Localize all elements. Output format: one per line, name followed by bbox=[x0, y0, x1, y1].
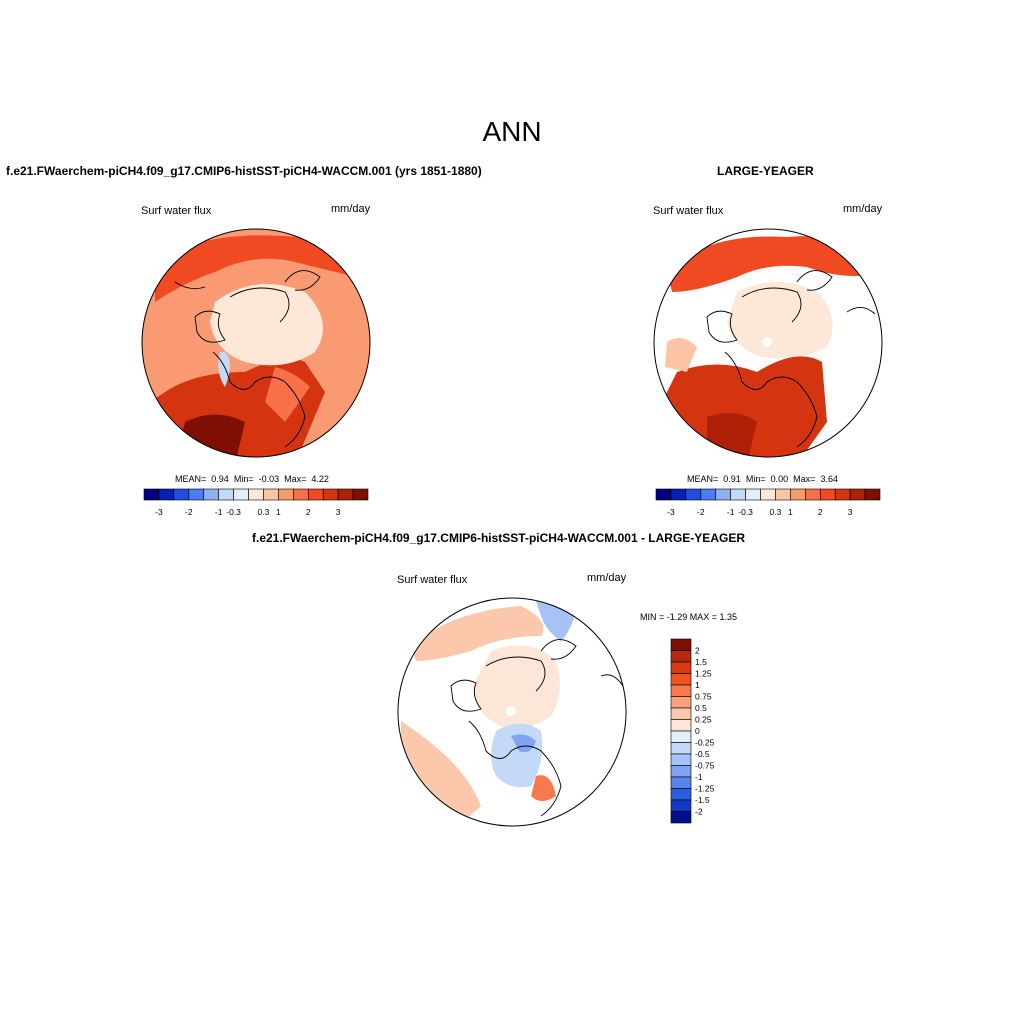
colorbar-tick-label: 3 bbox=[336, 507, 341, 517]
colorbar-box bbox=[143, 488, 160, 501]
colorbar-box bbox=[322, 488, 339, 501]
colorbar-box bbox=[760, 488, 776, 501]
colorbar-tick-label: -2 bbox=[697, 507, 705, 517]
colorbar-tick-label: 3 bbox=[848, 507, 853, 517]
colorbar-box bbox=[352, 488, 369, 501]
panel-2-stats: MEAN= 0.91 Min= 0.00 Max= 3.64 bbox=[687, 474, 838, 484]
diff-map bbox=[397, 597, 627, 827]
colorbar-tick-label: -1 bbox=[215, 507, 223, 517]
colorbar-tick-label: -0.3 bbox=[738, 507, 753, 517]
panel-1-variable: Surf water flux bbox=[141, 205, 212, 217]
colorbar-box bbox=[670, 673, 692, 686]
colorbar-tick-label: 0.3 bbox=[258, 507, 270, 517]
colorbar-box bbox=[218, 488, 234, 501]
panel-1-case-title: f.e21.FWaerchem-piCH4.f09_g17.CMIP6-hist… bbox=[6, 164, 482, 178]
colorbar-box bbox=[775, 488, 791, 501]
colorbar-box bbox=[670, 811, 692, 824]
colorbar-box bbox=[173, 488, 190, 501]
colorbar-box bbox=[730, 488, 746, 501]
panel-2-units: mm/day bbox=[843, 203, 883, 215]
colorbar-box bbox=[670, 650, 692, 663]
colorbar-box bbox=[700, 488, 717, 501]
colorbar-box bbox=[670, 707, 692, 720]
colorbar-box bbox=[670, 742, 692, 755]
colorbar-tick-label: 2 bbox=[818, 507, 823, 517]
panel-1-units: mm/day bbox=[331, 203, 371, 215]
colorbar-box bbox=[670, 684, 692, 697]
colorbar-tick-label: 1 bbox=[695, 680, 700, 690]
colorbar-tick-label: 0.5 bbox=[695, 703, 707, 713]
colorbar-tick-label: 0 bbox=[695, 726, 700, 736]
colorbar-tick-label: -1 bbox=[727, 507, 735, 517]
colorbar-tick-label: -2 bbox=[185, 507, 193, 517]
colorbar-box bbox=[864, 488, 881, 501]
colorbar-box bbox=[670, 730, 692, 743]
colorbar-box bbox=[203, 488, 219, 501]
colorbar-box bbox=[834, 488, 851, 501]
colorbar-box bbox=[670, 638, 692, 651]
panel-2-map bbox=[653, 228, 883, 458]
diff-units: mm/day bbox=[587, 572, 627, 584]
colorbar-box bbox=[158, 488, 175, 501]
colorbar-tick-label: 1 bbox=[276, 507, 281, 517]
colorbar-box bbox=[805, 488, 821, 501]
colorbar-box bbox=[849, 488, 866, 501]
colorbar-tick-label: -3 bbox=[667, 507, 675, 517]
colorbar-box bbox=[233, 488, 249, 501]
colorbar-tick-label: 0.75 bbox=[695, 692, 712, 702]
colorbar-tick-label: -2 bbox=[695, 807, 703, 817]
colorbar-tick-label: -1 bbox=[695, 772, 703, 782]
colorbar-tick-label: -3 bbox=[155, 507, 163, 517]
colorbar-box bbox=[670, 719, 692, 732]
colorbar-tick-label: 2 bbox=[695, 646, 700, 656]
colorbar-tick-label: 1.5 bbox=[695, 657, 707, 667]
colorbar-box bbox=[670, 799, 692, 812]
colorbar-tick-label: 2 bbox=[306, 507, 311, 517]
colorbar-box bbox=[745, 488, 761, 501]
colorbar-box bbox=[685, 488, 702, 501]
colorbar-box bbox=[337, 488, 354, 501]
colorbar-box bbox=[670, 661, 692, 674]
colorbar-box bbox=[307, 488, 324, 501]
diff-variable: Surf water flux bbox=[397, 574, 468, 586]
panel-2-case-title: LARGE-YEAGER bbox=[717, 164, 814, 178]
colorbar-box bbox=[715, 488, 731, 501]
colorbar-box bbox=[293, 488, 309, 501]
colorbar-box bbox=[263, 488, 279, 501]
panel-1-map bbox=[141, 228, 371, 458]
panel-2-colorbar: -3 -2 -1 -0.3 0.3 1 2 3 bbox=[655, 488, 881, 517]
colorbar-tick-label: -0.25 bbox=[695, 738, 715, 748]
colorbar-box bbox=[670, 765, 692, 778]
colorbar-tick-label: -0.75 bbox=[695, 761, 715, 771]
colorbar-box bbox=[670, 696, 692, 709]
colorbar-box bbox=[278, 488, 294, 501]
colorbar-box bbox=[248, 488, 264, 501]
colorbar-tick-label: -1.25 bbox=[695, 784, 715, 794]
colorbar-box bbox=[670, 753, 692, 766]
colorbar-tick-label: 0.3 bbox=[770, 507, 782, 517]
colorbar-box bbox=[670, 776, 692, 789]
diff-minmax: MIN = -1.29 MAX = 1.35 bbox=[640, 612, 738, 622]
colorbar-tick-label: -0.3 bbox=[226, 507, 241, 517]
panel-2-variable: Surf water flux bbox=[653, 205, 724, 217]
main-title: ANN bbox=[482, 116, 542, 147]
colorbar-box bbox=[670, 488, 687, 501]
panel-1-stats: MEAN= 0.94 Min= -0.03 Max= 4.22 bbox=[175, 474, 329, 484]
colorbar-box bbox=[790, 488, 806, 501]
colorbar-box bbox=[655, 488, 672, 501]
colorbar-box bbox=[188, 488, 205, 501]
panel-1-colorbar: -3 -2 -1 -0.3 0.3 1 2 3 bbox=[143, 488, 369, 517]
diff-case-title: f.e21.FWaerchem-piCH4.f09_g17.CMIP6-hist… bbox=[252, 531, 745, 545]
colorbar-tick-label: 1.25 bbox=[695, 669, 712, 679]
colorbar-box bbox=[819, 488, 836, 501]
colorbar-tick-label: 1 bbox=[788, 507, 793, 517]
colorbar-tick-label: -0.5 bbox=[695, 749, 710, 759]
colorbar-box bbox=[670, 788, 692, 801]
colorbar-tick-label: 0.25 bbox=[695, 715, 712, 725]
diff-colorbar: 21.5 1.251 0.750.5 0.250 -0.25-0.5 -0.75-1 -1.… bbox=[670, 638, 715, 824]
colorbar-tick-label: -1.5 bbox=[695, 795, 710, 805]
